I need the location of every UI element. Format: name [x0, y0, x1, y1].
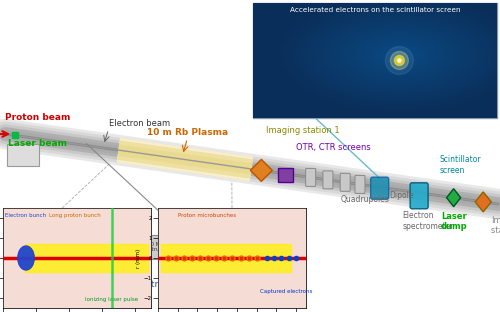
- Bar: [161, 244, 291, 272]
- Text: Imaging station 1: Imaging station 1: [266, 126, 340, 135]
- Text: Electron source system: Electron source system: [132, 280, 238, 289]
- FancyBboxPatch shape: [306, 168, 316, 186]
- Circle shape: [390, 51, 408, 70]
- Text: Dipole: Dipole: [390, 191, 414, 200]
- Polygon shape: [475, 192, 491, 212]
- Text: Electron beam: Electron beam: [108, 119, 170, 128]
- FancyBboxPatch shape: [340, 173, 350, 191]
- Text: Laser
dump: Laser dump: [440, 212, 467, 231]
- Text: Laser beam: Laser beam: [8, 139, 67, 148]
- Text: 20 MeV
RF structure: 20 MeV RF structure: [140, 241, 174, 252]
- FancyBboxPatch shape: [191, 229, 221, 256]
- Text: Electron bunch: Electron bunch: [6, 213, 46, 218]
- Circle shape: [396, 57, 402, 64]
- Circle shape: [386, 46, 413, 75]
- Text: Captured electrons: Captured electrons: [260, 289, 312, 294]
- Ellipse shape: [18, 246, 34, 270]
- Text: OTR, CTR screens: OTR, CTR screens: [296, 143, 371, 152]
- Text: RF gun: RF gun: [195, 240, 217, 245]
- Polygon shape: [250, 159, 272, 181]
- Text: Ionizing laser pulse: Ionizing laser pulse: [85, 297, 138, 302]
- FancyBboxPatch shape: [7, 144, 39, 166]
- FancyBboxPatch shape: [410, 183, 428, 209]
- FancyBboxPatch shape: [253, 3, 497, 118]
- Text: Proton beam: Proton beam: [5, 113, 70, 122]
- Text: Long proton bunch: Long proton bunch: [50, 213, 101, 218]
- FancyBboxPatch shape: [355, 175, 365, 193]
- FancyBboxPatch shape: [278, 168, 293, 182]
- Circle shape: [394, 56, 404, 66]
- Text: Proton microbunches: Proton microbunches: [178, 213, 236, 218]
- Text: Scintillator
screen: Scintillator screen: [439, 155, 480, 175]
- FancyBboxPatch shape: [370, 177, 388, 199]
- Bar: [25, 244, 148, 272]
- Circle shape: [398, 59, 401, 62]
- Polygon shape: [446, 189, 460, 207]
- Text: Electron
spectrometer: Electron spectrometer: [402, 211, 454, 231]
- FancyBboxPatch shape: [3, 208, 151, 308]
- Text: Accelerated electrons on the scintillator screen: Accelerated electrons on the scintillato…: [290, 7, 460, 13]
- Y-axis label: r (mm): r (mm): [136, 248, 141, 268]
- FancyBboxPatch shape: [137, 235, 177, 259]
- FancyBboxPatch shape: [323, 171, 333, 189]
- Text: Imaging
station 2: Imaging station 2: [491, 216, 500, 235]
- FancyBboxPatch shape: [158, 208, 306, 308]
- Text: Quadrupoles: Quadrupoles: [340, 195, 389, 204]
- Text: 10 m Rb Plasma: 10 m Rb Plasma: [147, 128, 228, 137]
